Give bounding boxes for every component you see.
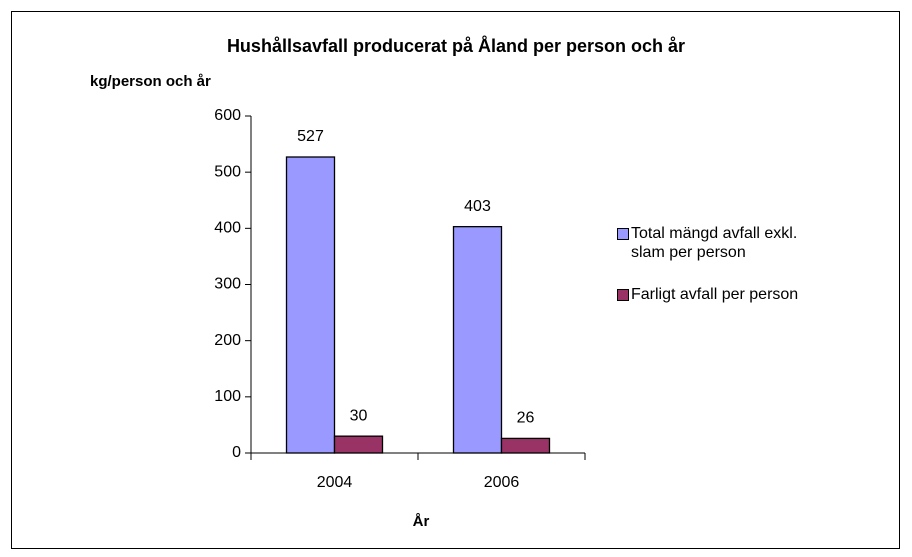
legend-item: Total mängd avfall exkl. slam per person: [617, 224, 817, 262]
value-label: 527: [297, 128, 324, 145]
legend-swatch: [617, 289, 629, 301]
value-label: 26: [517, 410, 535, 427]
x-axis-title: År: [413, 513, 430, 530]
bar: [333, 435, 384, 454]
legend-label: Total mängd avfall exkl. slam per person: [631, 225, 798, 261]
x-tick-label: 2006: [484, 474, 520, 491]
y-axis-title: kg/person och år: [90, 73, 211, 90]
x-tick-label: 2004: [317, 474, 353, 491]
bar: [500, 437, 551, 454]
legend-swatch: [617, 228, 629, 240]
chart-title: Hushållsavfall producerat på Åland per p…: [227, 36, 685, 56]
value-label: 30: [350, 407, 368, 424]
y-tick-label: 0: [232, 444, 241, 461]
y-tick-label: 600: [214, 107, 241, 124]
bar: [285, 156, 336, 454]
y-tick-label: 200: [214, 332, 241, 349]
legend-item: Farligt avfall per person: [617, 285, 817, 304]
y-tick-label: 100: [214, 388, 241, 405]
y-tick-label: 500: [214, 163, 241, 180]
y-tick-label: 300: [214, 276, 241, 293]
legend-label: Farligt avfall per person: [631, 286, 799, 303]
y-tick-label: 400: [214, 220, 241, 237]
bar: [452, 225, 503, 454]
value-label: 403: [464, 198, 491, 215]
